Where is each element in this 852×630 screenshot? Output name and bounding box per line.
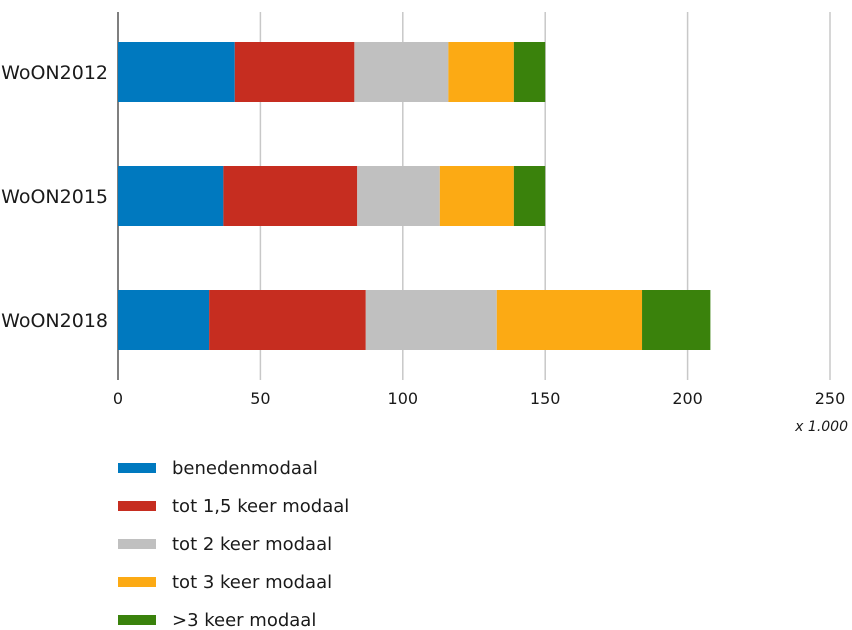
legend-swatch — [118, 501, 156, 511]
x-tick-label: 250 — [815, 389, 846, 408]
category-label: WoON2012 — [1, 62, 108, 84]
x-tick-label: 0 — [113, 389, 123, 408]
bar-segment — [513, 42, 546, 102]
bar-segment — [496, 290, 643, 350]
legend-label: >3 keer modaal — [172, 610, 316, 630]
x-tick-label: 100 — [388, 389, 419, 408]
bar-segment — [234, 42, 355, 102]
legend-swatch — [118, 463, 156, 473]
bar-segment — [118, 166, 224, 226]
legend-label: tot 1,5 keer modaal — [172, 496, 349, 517]
legend-label: benedenmodaal — [172, 458, 318, 479]
x-unit-label: x 1.000 — [794, 419, 848, 435]
legend-swatch — [118, 577, 156, 587]
bar-segment — [439, 166, 514, 226]
legend-swatch — [118, 539, 156, 549]
legend-swatch — [118, 615, 156, 625]
bar-segment — [118, 42, 235, 102]
category-label: WoON2015 — [1, 186, 108, 208]
x-tick-label: 50 — [250, 389, 270, 408]
bar-segment — [223, 166, 358, 226]
bar-segment — [365, 290, 497, 350]
bar-segment — [357, 166, 440, 226]
legend: benedenmodaal tot 1,5 keer modaal tot 2 ke… — [118, 458, 349, 630]
category-label: WoON2018 — [1, 310, 108, 332]
bar-segment — [354, 42, 449, 102]
category-labels: WoON2012 WoON2015 WoON2018 — [1, 62, 108, 332]
x-tick-labels: 0 50 100 150 200 250 — [113, 389, 845, 408]
x-tick-label: 200 — [672, 389, 703, 408]
bar-segment — [513, 166, 546, 226]
bar-segment — [642, 290, 711, 350]
legend-label: tot 3 keer modaal — [172, 572, 332, 593]
bar-segment — [209, 290, 366, 350]
bar-segment — [118, 290, 210, 350]
bars — [118, 42, 711, 350]
legend-label: tot 2 keer modaal — [172, 534, 332, 555]
bar-segment — [448, 42, 514, 102]
x-tick-label: 150 — [530, 389, 561, 408]
